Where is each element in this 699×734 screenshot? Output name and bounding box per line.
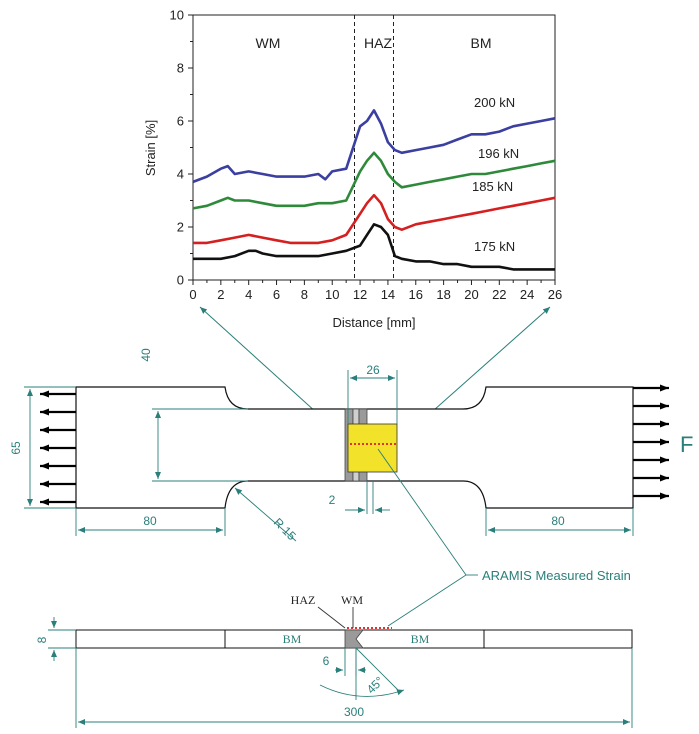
- x-tick-label: 12: [353, 287, 367, 302]
- x-tick-label: 26: [548, 287, 562, 302]
- force-label: F: [680, 432, 693, 457]
- specimen-top-view: F: [9, 348, 693, 627]
- cross-section-dimensions: [48, 606, 633, 728]
- dim-300: 300: [344, 705, 364, 719]
- x-axis-label: Distance [mm]: [332, 315, 415, 330]
- x-tick-label: 8: [301, 287, 308, 302]
- region-label-haz: HAZ: [364, 35, 392, 51]
- label-bm-right: BM: [411, 632, 430, 646]
- x-tick-label: 10: [325, 287, 339, 302]
- series-label-200kn: 200 kN: [474, 95, 515, 110]
- y-tick-label: 10: [170, 8, 184, 23]
- y-tick-label: 2: [177, 220, 184, 235]
- y-axis-label: Strain [%]: [143, 120, 158, 176]
- x-tick-label: 20: [464, 287, 478, 302]
- region-label-wm: WM: [256, 35, 281, 51]
- label-haz: HAZ: [291, 593, 316, 607]
- series-line-196kn: [192, 151, 556, 210]
- dim-80-left: 80: [143, 514, 157, 528]
- y-tick-label: 6: [177, 114, 184, 129]
- series-label-196kn: 196 kN: [478, 146, 519, 161]
- aramis-label: ARAMIS Measured Strain: [482, 568, 631, 583]
- force-arrows-left: [40, 390, 76, 506]
- series-line-175kn: [193, 223, 555, 271]
- cross-section-view: HAZ WM BM BM 8 6 45°: [35, 593, 633, 728]
- x-tick-label: 14: [381, 287, 395, 302]
- region-label-bm: BM: [471, 35, 492, 51]
- weld-section: [344, 629, 364, 649]
- dim-2: 2: [329, 493, 336, 507]
- series-line-200kn: [192, 109, 556, 184]
- x-tick-label: 6: [273, 287, 280, 302]
- dim-80-right: 80: [551, 514, 565, 528]
- label-wm: WM: [341, 593, 363, 607]
- label-bm-left: BM: [283, 632, 302, 646]
- x-axis: 0 2 4 6 8 10 12 14 16 18 20 22 24 26: [189, 280, 562, 302]
- aramis-measure-area: [347, 423, 398, 473]
- y-tick-label: 8: [177, 61, 184, 76]
- x-tick-label: 4: [245, 287, 252, 302]
- y-axis: 0 2 4 6 8 10: [170, 8, 193, 288]
- region-boundaries: [354, 15, 394, 280]
- series-label-185kn: 185 kN: [472, 179, 513, 194]
- dim-8: 8: [35, 636, 49, 643]
- dim-45-deg: 45°: [364, 674, 387, 697]
- dim-26: 26: [366, 363, 380, 377]
- dim-radius: R 15: [271, 515, 299, 543]
- x-tick-label: 18: [436, 287, 450, 302]
- x-tick-label: 16: [409, 287, 423, 302]
- dim-40: 40: [139, 348, 153, 362]
- x-tick-label: 2: [217, 287, 224, 302]
- force-arrows-right: [633, 384, 669, 500]
- x-tick-label: 24: [520, 287, 534, 302]
- x-tick-label: 22: [492, 287, 506, 302]
- x-tick-label: 0: [189, 287, 196, 302]
- y-tick-label: 0: [177, 273, 184, 288]
- series-line-185kn: [193, 193, 556, 245]
- series-lines: [192, 109, 556, 271]
- series-label-175kn: 175 kN: [474, 239, 515, 254]
- specimen-dimensions: [24, 370, 634, 627]
- dim-6: 6: [323, 654, 330, 668]
- dim-65: 65: [9, 441, 23, 455]
- y-tick-label: 4: [177, 167, 184, 182]
